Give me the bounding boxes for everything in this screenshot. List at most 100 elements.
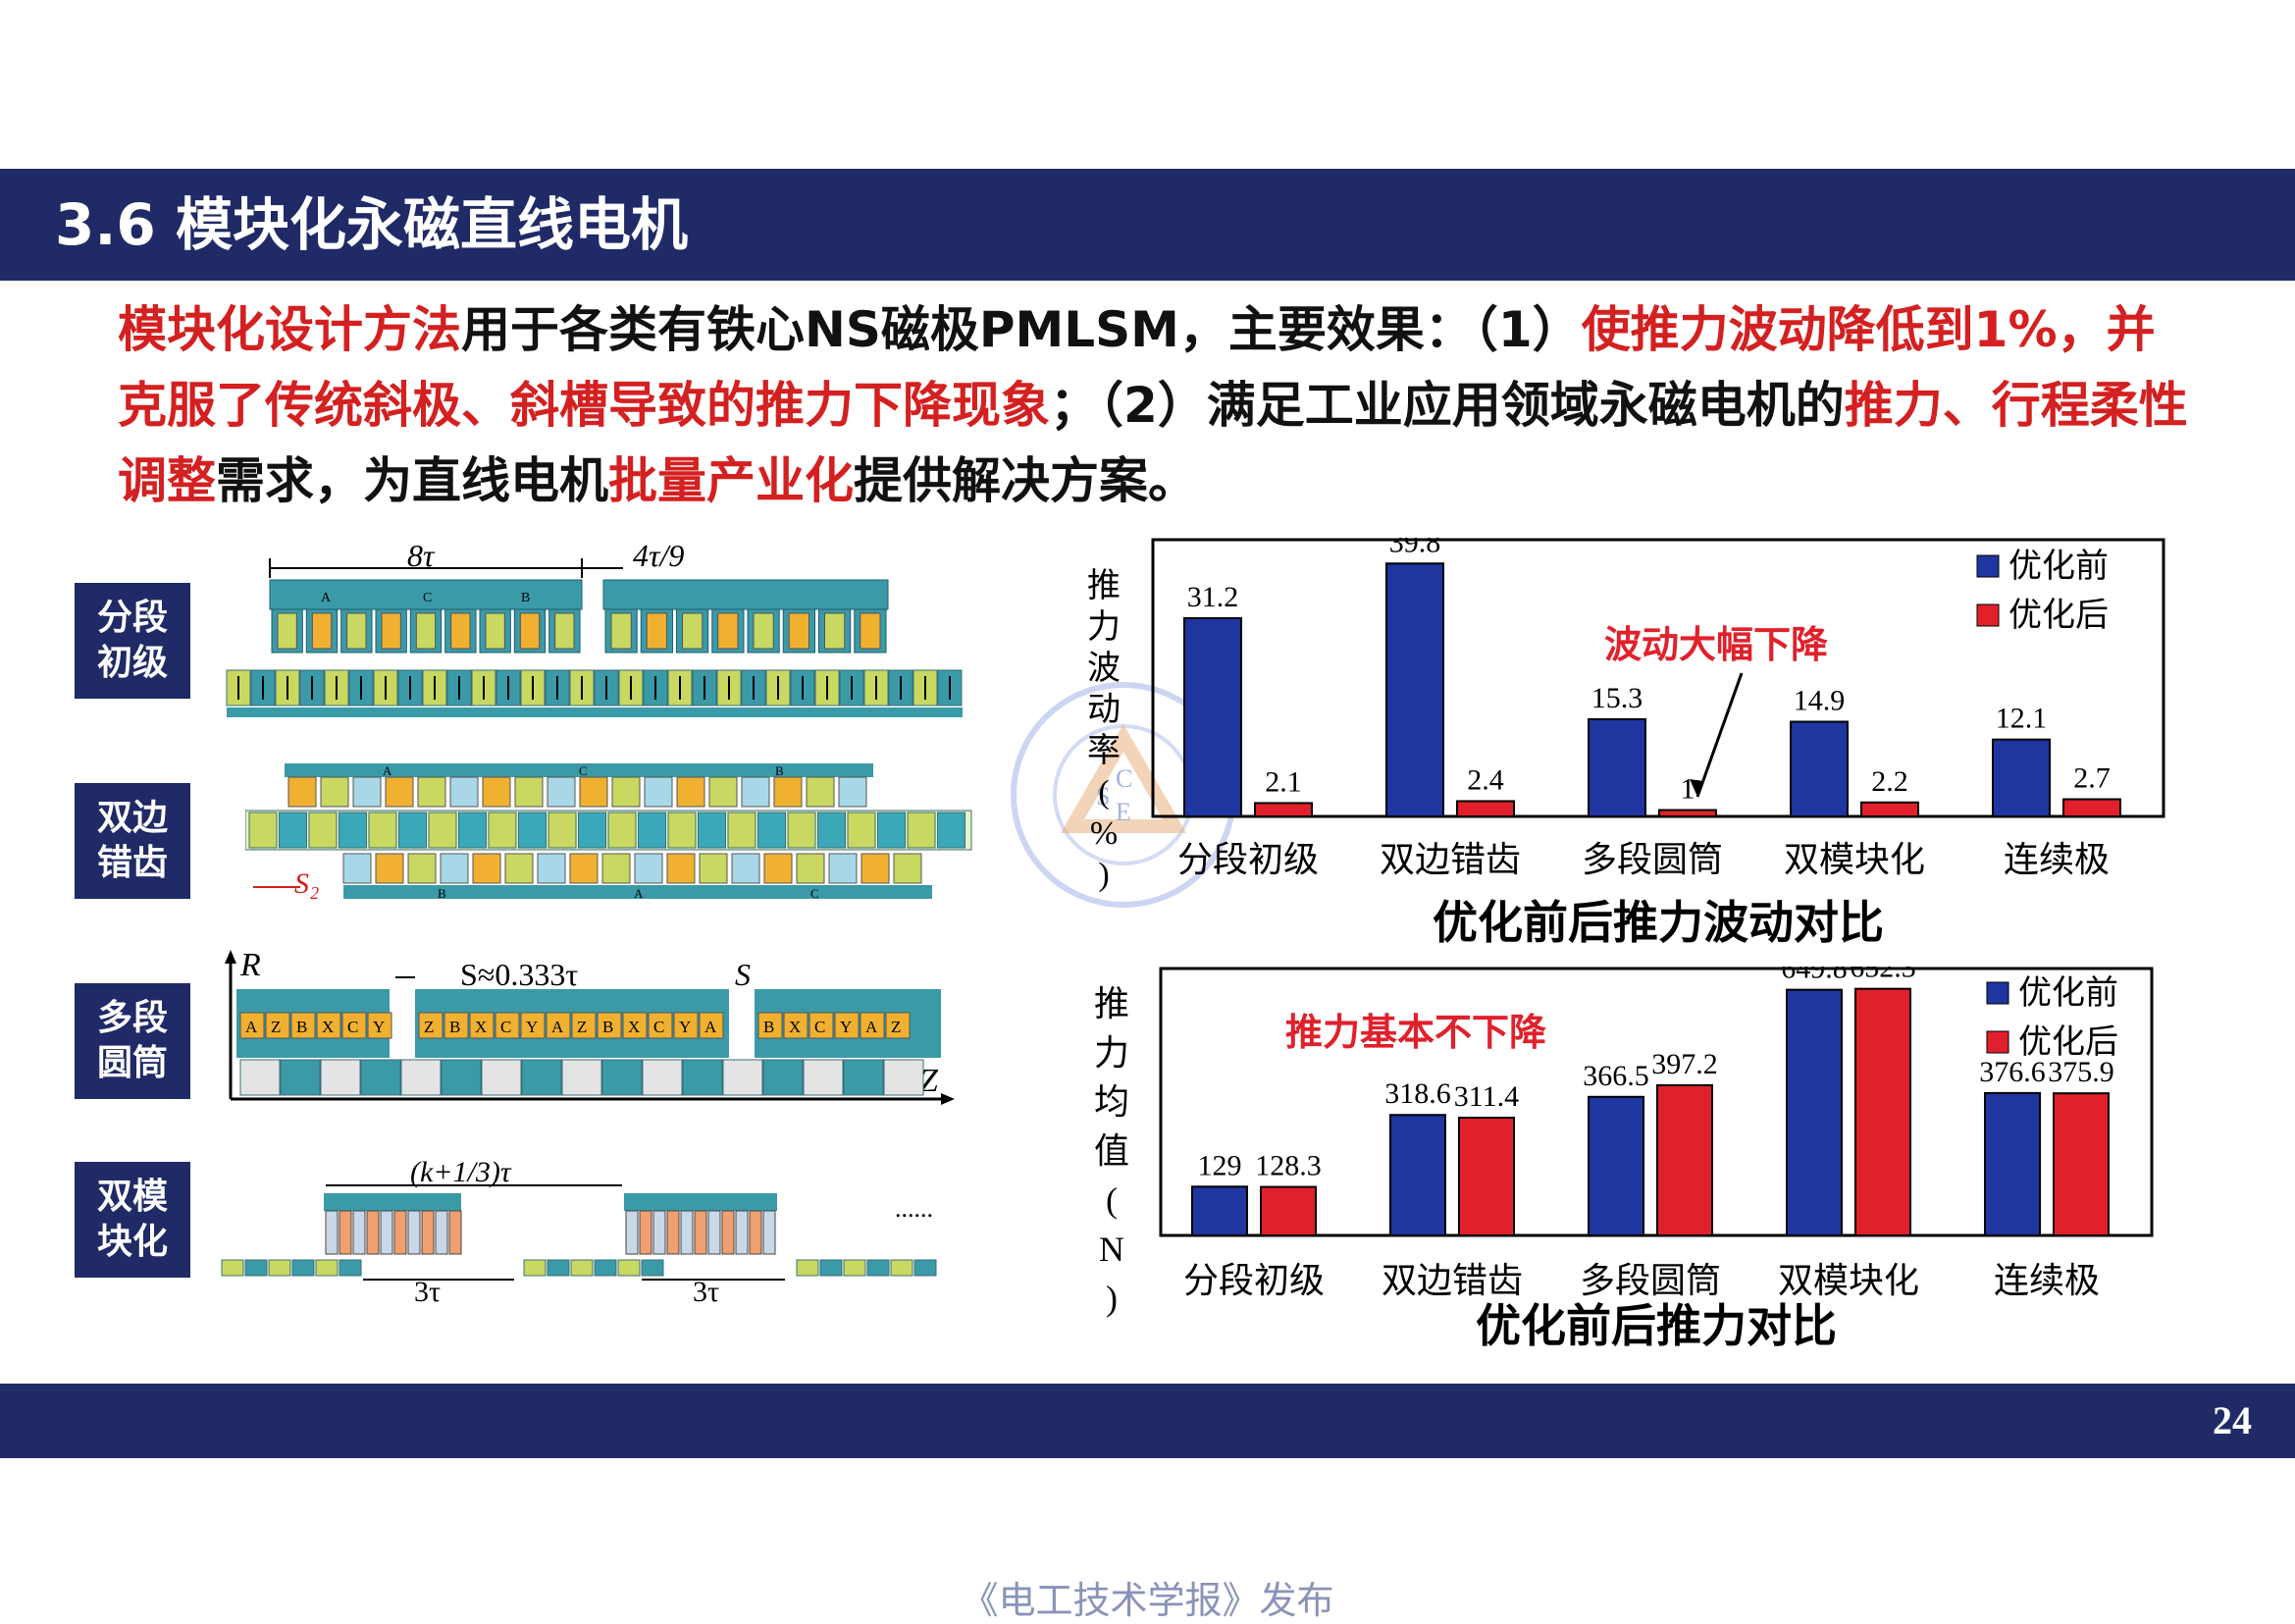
chart-annotation: 波动大幅下降: [1604, 625, 1828, 666]
winding-coil: [824, 612, 846, 650]
bottom-coil: [763, 853, 793, 884]
bar: [1656, 1083, 1713, 1236]
coil-label: C: [347, 1018, 358, 1036]
coil-label: X: [628, 1018, 640, 1036]
mover-magnet: [428, 812, 457, 849]
intro-text-1: 用于各类有铁心NS磁极PMLSM，主要效果：（1）: [461, 301, 1582, 358]
chart-fluctuation: 推力波动率(%) 31.2 39.8 15.3 14.9 12.1 2.1 2.4 1 2.2 2.…: [1087, 538, 2165, 948]
label-line: 错齿: [96, 843, 168, 883]
winding-coil: [753, 612, 774, 650]
winding-coil: [860, 612, 881, 650]
bottom-coil: [407, 853, 437, 884]
module-coil: [625, 1210, 639, 1255]
phase-label: C: [810, 886, 819, 901]
module-coil: [339, 1210, 352, 1255]
mover-magnet: [368, 812, 397, 849]
cylinder-magnet: [400, 1059, 442, 1096]
top-coil: [352, 776, 382, 808]
top-coil: [741, 776, 770, 808]
module-magnet: [913, 1259, 937, 1277]
mover-magnets: [248, 812, 965, 849]
cylinder-coil: [783, 1012, 808, 1039]
data-label: 31.2: [1187, 581, 1239, 613]
mover-magnet: [787, 812, 816, 849]
cylinder-coil: [316, 1012, 341, 1039]
cylinder-magnet: [642, 1059, 683, 1096]
bar: [1860, 801, 1919, 817]
title-bar: 3.6 模块化永磁直线电机: [0, 169, 2295, 281]
mover-magnet: [727, 812, 756, 849]
phase-label: A: [383, 763, 392, 778]
module-coil: [652, 1210, 666, 1255]
category-label: 双模块化: [1784, 840, 1925, 879]
mover-magnet: [518, 812, 547, 849]
cylinder-coil: [367, 1012, 392, 1039]
phase-label: B: [438, 886, 446, 901]
bottom-coil: [861, 853, 890, 884]
bar: [1456, 800, 1515, 818]
data-label: 376.6: [1979, 1056, 2046, 1088]
category-label: 多段圆筒: [1580, 1261, 1721, 1300]
mover-magnet: [638, 812, 666, 849]
diagram-dual-module: (k+1/3)τ ...... 3τ 3τ: [221, 1156, 937, 1308]
coil-label: Y: [373, 1018, 385, 1036]
bar: [1254, 802, 1313, 817]
annotation-arrow: [1695, 672, 1744, 798]
bar: [2053, 1092, 2110, 1236]
page-title: 3.6 模块化永磁直线电机: [55, 191, 688, 258]
module-magnet: [570, 1259, 594, 1277]
intro-paragraph: 模块化设计方法用于各类有铁心NS磁极PMLSM，主要效果：（1）使推力波动降低到…: [118, 292, 2198, 519]
coil-label: A: [704, 1018, 717, 1036]
cylinder-coil: [546, 1012, 571, 1039]
top-coil: [708, 776, 738, 808]
mover-magnet: [458, 812, 487, 849]
label-line: 多段: [96, 998, 168, 1038]
module-coil: [749, 1210, 762, 1255]
winding-coil: [682, 612, 704, 650]
cylinder-coil: [860, 1012, 885, 1039]
category-label: 双边错齿: [1382, 1261, 1523, 1300]
dim-label: 3τ: [414, 1276, 441, 1308]
cylinder-magnet: [360, 1059, 401, 1096]
bottom-coil: [796, 853, 825, 884]
magnet-track: [226, 669, 963, 707]
category-label: 连续极: [2004, 840, 2110, 879]
module-magnet: [641, 1259, 664, 1277]
dim-label: 3τ: [693, 1276, 719, 1308]
bar: [1191, 1185, 1248, 1236]
bottom-coil: [342, 853, 372, 884]
bar: [1790, 720, 1849, 817]
module-magnet: [890, 1259, 913, 1277]
stator-teeth: [271, 608, 887, 654]
intro-text-2: ；（2）满足工业应用领域永磁电机的: [1050, 377, 1845, 434]
legend-label: 优化前: [2008, 548, 2109, 585]
winding-coil: [485, 612, 505, 650]
cylinder-coil: [834, 1012, 860, 1039]
top-coil: [482, 776, 511, 808]
gap-label-small: S: [735, 957, 751, 992]
winding-coil: [646, 612, 667, 650]
mover-magnet: [488, 812, 517, 849]
cylinder-magnet: [521, 1059, 562, 1096]
module-coil: [666, 1210, 680, 1255]
module-coil: [380, 1210, 393, 1255]
phase-label: C: [423, 591, 432, 605]
data-label: 39.8: [1389, 538, 1441, 558]
shift-label: S₂: [294, 867, 319, 900]
coil-row: [325, 1210, 776, 1255]
data-label: 311.4: [1454, 1080, 1519, 1113]
bottom-coil: [472, 853, 501, 884]
top-coil: [611, 776, 641, 808]
winding-coil: [311, 612, 333, 650]
module-magnet: [843, 1259, 866, 1277]
coil-label: Y: [840, 1018, 852, 1036]
cylinder-coil: [290, 1012, 316, 1039]
y-axis-label: 推力波动率(%): [1087, 567, 1121, 893]
label-line: 双边: [96, 798, 168, 838]
cylinder-coil: [265, 1012, 290, 1039]
bottom-coil: [634, 853, 663, 884]
coil-label: A: [551, 1018, 564, 1036]
top-coil: [385, 776, 414, 808]
data-label: 2.4: [1467, 763, 1504, 796]
